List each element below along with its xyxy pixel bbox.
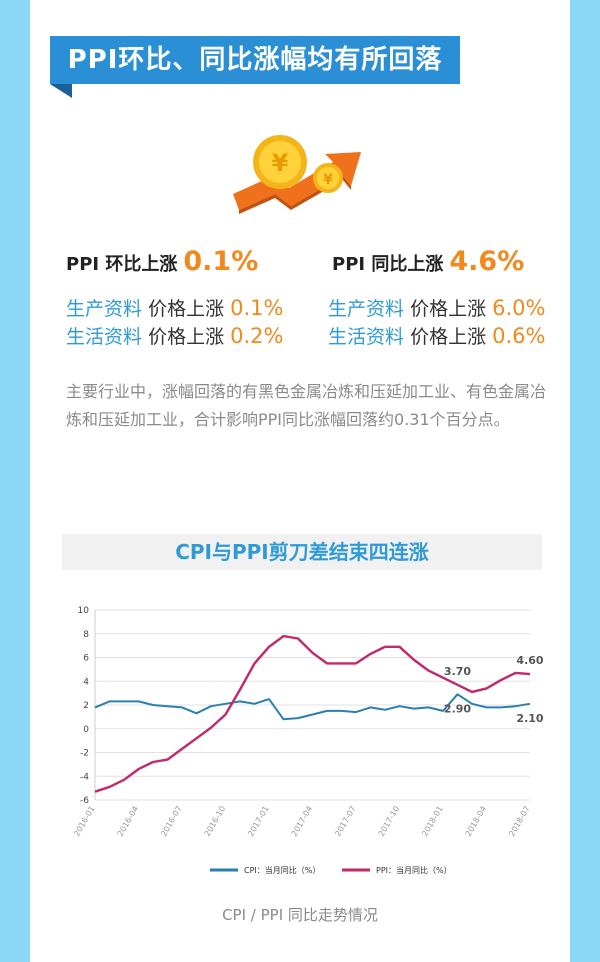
y-tick-label: -2 (80, 749, 89, 759)
chart-title: CPI与PPI剪刀差结束四连涨 (175, 540, 429, 564)
svg-text:¥: ¥ (323, 172, 333, 188)
summary-paragraph: 主要行业中，涨幅回落的有黑色金属冶炼和压延加工业、有色金属冶炼和压延加工业，合计… (66, 382, 547, 429)
data-label: 2.10 (516, 712, 543, 725)
x-tick-label: 2016-10 (203, 805, 228, 838)
category-label: 生产资料 (328, 298, 405, 320)
item-value: 0.6% (492, 324, 546, 348)
data-label: 2.90 (444, 702, 471, 715)
item-value: 0.2% (230, 324, 284, 348)
banner-title: PPI环比、同比涨幅均有所回落 (67, 45, 443, 75)
y-tick-label: -6 (80, 796, 89, 806)
mom-headline-label: PPI 环比上涨 (66, 254, 178, 275)
yoy-headline-label: PPI 同比上涨 (332, 254, 444, 275)
legend-label: PPI：当月同比（%） (376, 865, 452, 875)
item-label: 价格上涨 (410, 326, 487, 348)
x-tick-label: 2017-07 (333, 805, 358, 838)
banner: PPI环比、同比涨幅均有所回落 (50, 36, 460, 98)
y-tick-label: 4 (83, 677, 89, 687)
y-tick-label: 0 (83, 725, 89, 735)
svg-text:¥: ¥ (272, 149, 289, 177)
y-tick-label: -4 (80, 772, 89, 782)
data-label: 4.60 (516, 654, 543, 667)
x-tick-label: 2017-04 (290, 805, 315, 838)
x-tick-label: 2018-01 (420, 805, 445, 838)
x-tick-label: 2017-01 (246, 805, 271, 838)
yoy-item-production: 生产资料 价格上涨 6.0% (328, 294, 545, 321)
item-label: 价格上涨 (410, 298, 487, 320)
mom-headline: PPI 环比上涨 0.1% (66, 246, 258, 277)
legend-label: CPI：当月同比（%） (244, 865, 320, 875)
cpi-series-line (94, 693, 531, 721)
mom-item-consumer: 生活资料 价格上涨 0.2% (66, 322, 283, 349)
yoy-headline: PPI 同比上涨 4.6% (332, 246, 524, 277)
item-label: 价格上涨 (148, 326, 225, 348)
chart-title-bar: CPI与PPI剪刀差结束四连涨 (62, 534, 542, 570)
banner-fold (50, 84, 72, 98)
banner-background (50, 36, 460, 84)
y-tick-label: 6 (83, 654, 89, 664)
category-label: 生活资料 (66, 326, 143, 348)
chart-caption: CPI / PPI 同比走势情况 (222, 906, 378, 924)
category-label: 生活资料 (328, 326, 405, 348)
ppi-series-line (94, 634, 531, 793)
item-label: 价格上涨 (148, 298, 225, 320)
item-value: 6.0% (492, 296, 546, 320)
category-label: 生产资料 (66, 298, 143, 320)
x-tick-label: 2016-04 (116, 805, 141, 838)
y-tick-label: 10 (78, 606, 90, 616)
y-tick-label: 8 (83, 630, 89, 640)
gold-coin-rising-arrow-icon: ¥ ¥ (233, 135, 361, 214)
data-label: 3.70 (444, 665, 471, 678)
mom-item-production: 生产资料 价格上涨 0.1% (66, 294, 283, 321)
item-value: 0.1% (230, 296, 284, 320)
mom-headline-value: 0.1% (183, 246, 259, 277)
x-tick-label: 2018-07 (507, 805, 532, 838)
yoy-item-consumer: 生活资料 价格上涨 0.6% (328, 322, 545, 349)
x-tick-label: 2016-07 (159, 805, 184, 838)
y-tick-label: 2 (83, 701, 89, 711)
x-tick-label: 2017-10 (377, 805, 402, 838)
x-tick-label: 2018-04 (464, 805, 489, 838)
yoy-headline-value: 4.6% (449, 246, 525, 277)
infographic-page: PPI环比、同比涨幅均有所回落 ¥ ¥ PPI 环比上涨 0.1% PPI 同比上… (30, 0, 570, 962)
x-tick-label: 2016-01 (72, 805, 97, 838)
